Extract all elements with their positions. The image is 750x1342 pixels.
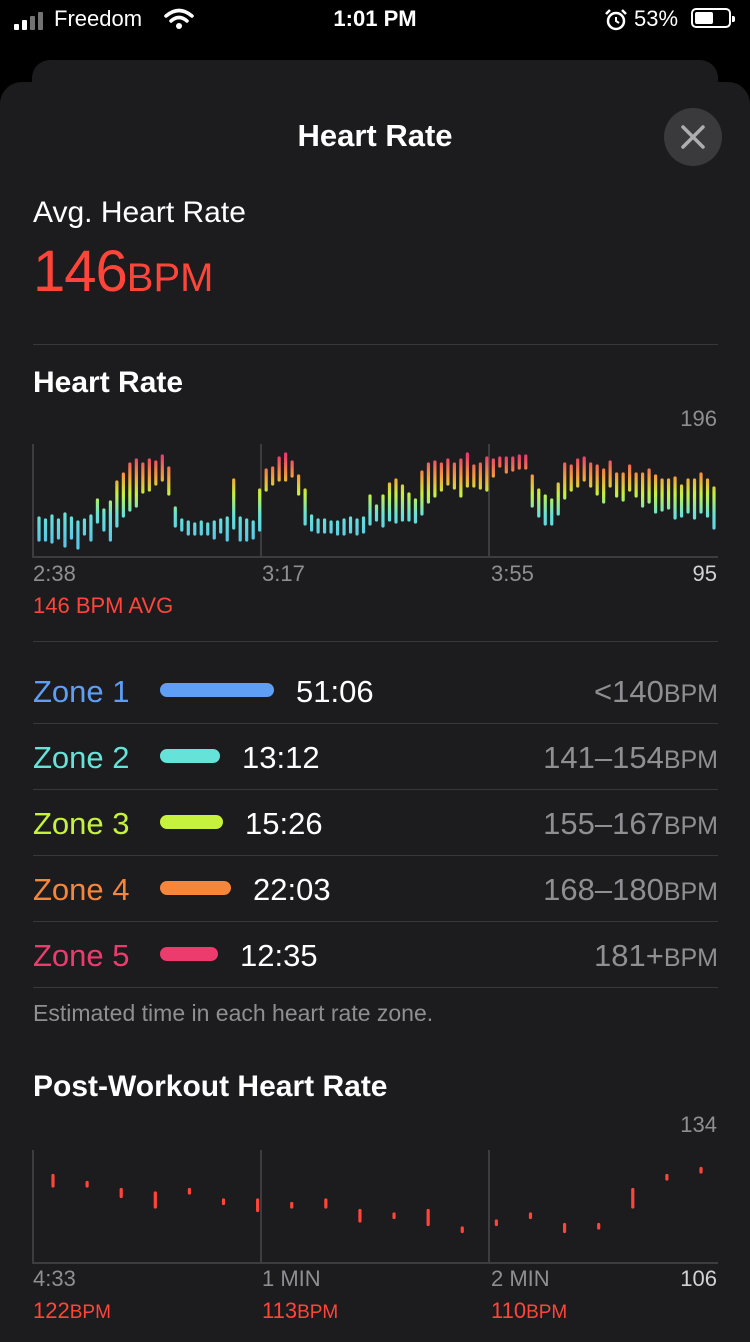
status-bar: Freedom 1:01 PM 53% [0,0,750,40]
divider [33,344,718,345]
zone-bar [160,881,231,895]
wifi-icon [164,8,194,29]
zone-row-1: Zone 1 51:06 <140BPM [33,658,718,724]
zones-footnote: Estimated time in each heart rate zone. [33,1000,434,1026]
hr-chart-y-max: 196 [680,406,717,431]
heart-rate-chart [32,444,718,558]
pw-reading-1: 113BPM [262,1298,338,1324]
status-time: 1:01 PM [333,6,417,31]
hr-chart-y-min: 95 [692,561,717,586]
pw-reading-value: 122 [33,1298,70,1323]
zone-bar [160,815,223,829]
zone-time: 13:12 [242,740,320,775]
avg-heart-rate-unit: BPM [126,256,214,300]
zone-range-value: <140 [593,674,664,709]
zone-range-unit: BPM [663,680,718,708]
zone-range-unit: BPM [663,944,718,972]
zone-range-unit: BPM [663,878,718,906]
pw-reading-unit: BPM [526,1302,568,1323]
divider [33,789,718,790]
close-icon [681,125,705,149]
zone-time: 51:06 [296,674,374,709]
zone-row-2: Zone 2 13:12 141–154BPM [33,724,718,790]
post-workout-chart-title: Post-Workout Heart Rate [33,1070,388,1103]
zone-row-5: Zone 5 12:35 181+BPM [33,922,718,988]
zone-range-value: 155–167 [543,806,664,841]
hr-x-label-0: 2:38 [33,561,76,586]
zone-range-value: 168–180 [543,872,664,907]
battery-percentage: 53% [634,6,679,31]
zone-bar [160,749,220,763]
close-button[interactable] [664,108,722,166]
avg-heart-rate-number: 146 [33,239,128,304]
avg-heart-rate-label: Avg. Heart Rate [33,196,246,229]
zone-range: 168–180BPM [543,872,718,908]
divider [33,921,718,922]
zone-name: Zone 4 [33,872,130,907]
zone-name: Zone 2 [33,740,130,775]
post-workout-chart [32,1150,718,1264]
pw-x-label-2: 2 MIN [491,1266,550,1291]
alarm-icon [605,9,627,31]
pw-x-label-0: 4:33 [33,1266,76,1291]
zone-range-unit: BPM [663,746,718,774]
zone-row-4: Zone 4 22:03 168–180BPM [33,856,718,922]
divider [33,723,718,724]
pw-chart-y-min: 106 [680,1266,717,1291]
pw-reading-unit: BPM [297,1302,339,1323]
zone-row-3: Zone 3 15:26 155–167BPM [33,790,718,856]
divider [33,855,718,856]
zone-range-value: 181+ [593,938,664,973]
battery-icon [691,8,735,28]
zone-range-unit: BPM [663,812,718,840]
pw-reading-0: 122BPM [33,1298,111,1324]
pw-x-label-1: 1 MIN [262,1266,321,1291]
zone-time: 15:26 [245,806,323,841]
hr-x-label-1: 3:17 [262,561,305,586]
zone-name: Zone 1 [33,674,130,709]
pw-reading-2: 110BPM [491,1298,567,1324]
zone-bar [160,683,274,697]
heart-rate-chart-title: Heart Rate [33,366,184,399]
zone-range: <140BPM [594,674,718,710]
zone-bar [160,947,218,961]
zone-name: Zone 3 [33,806,130,841]
avg-heart-rate-value: 146BPM [33,238,213,305]
pw-reading-value: 113 [262,1298,298,1323]
cellular-signal-icon [14,12,50,30]
divider [33,987,718,988]
zone-range: 141–154BPM [543,740,718,776]
zone-range: 155–167BPM [543,806,718,842]
pw-chart-y-max: 134 [680,1112,717,1137]
zone-time: 22:03 [253,872,331,907]
hr-x-label-2: 3:55 [491,561,534,586]
hr-avg-label: 146 BPM AVG [33,593,174,618]
zone-range-value: 141–154 [543,740,664,775]
zone-range: 181+BPM [594,938,718,974]
carrier-name: Freedom [54,6,143,31]
zone-time: 12:35 [240,938,318,973]
sheet-title: Heart Rate [297,118,453,153]
pw-reading-unit: BPM [69,1302,111,1323]
pw-reading-value: 110 [491,1298,527,1323]
zone-name: Zone 5 [33,938,130,973]
heart-rate-sheet [0,82,750,1342]
divider [33,641,718,642]
